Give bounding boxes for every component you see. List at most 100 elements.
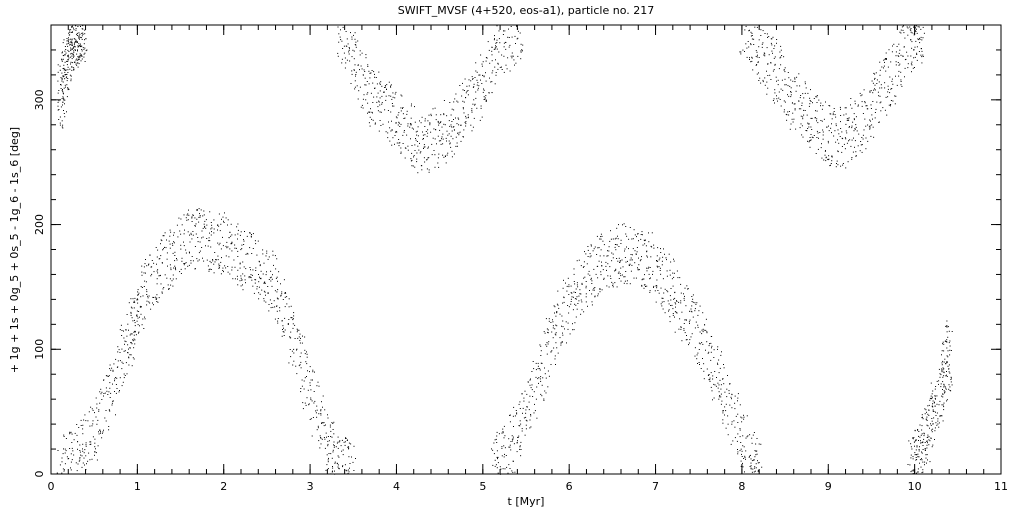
data-point — [576, 308, 578, 310]
data-point — [695, 303, 697, 305]
data-point — [321, 438, 323, 440]
data-point — [703, 329, 705, 331]
data-point — [945, 363, 947, 365]
data-point — [161, 262, 163, 264]
data-point — [64, 452, 66, 454]
data-point — [62, 101, 64, 103]
data-point — [879, 102, 881, 104]
data-point — [325, 469, 327, 471]
data-point — [390, 130, 392, 132]
data-point — [187, 213, 189, 215]
data-point — [931, 418, 933, 419]
data-point — [68, 34, 70, 36]
data-point — [925, 449, 926, 451]
data-point — [147, 297, 149, 299]
data-point — [368, 70, 370, 72]
data-point — [82, 448, 83, 450]
data-point — [443, 114, 445, 116]
data-point — [806, 114, 808, 116]
data-point — [697, 326, 699, 328]
data-point — [562, 320, 564, 322]
data-point — [821, 143, 822, 145]
data-point — [749, 57, 750, 59]
data-point — [443, 156, 445, 158]
data-point — [674, 302, 676, 304]
data-point — [602, 240, 604, 242]
data-point — [882, 107, 884, 109]
data-point — [185, 252, 187, 254]
data-point — [111, 402, 113, 404]
data-point — [941, 370, 943, 372]
data-point — [203, 260, 205, 262]
data-point — [921, 39, 923, 41]
data-point — [156, 294, 158, 296]
data-point — [536, 417, 538, 419]
data-point — [596, 235, 598, 237]
data-point — [449, 142, 451, 144]
data-point — [426, 168, 428, 170]
data-point — [597, 265, 599, 267]
data-point — [322, 422, 324, 424]
data-point — [936, 380, 938, 382]
data-point — [392, 96, 394, 98]
data-point — [210, 269, 212, 270]
data-point — [496, 39, 498, 41]
data-point — [501, 66, 502, 68]
data-point — [756, 450, 758, 452]
data-point — [540, 345, 542, 347]
data-point — [489, 77, 490, 79]
data-point — [684, 319, 686, 321]
data-point — [460, 140, 462, 142]
data-point — [428, 114, 430, 116]
data-point — [326, 454, 328, 456]
data-point — [525, 416, 527, 418]
data-point — [731, 393, 733, 395]
data-point — [379, 97, 381, 99]
data-point — [160, 283, 162, 285]
data-point — [920, 36, 922, 38]
data-point — [932, 409, 934, 411]
data-point — [283, 335, 285, 336]
data-point — [922, 56, 924, 57]
data-point — [575, 288, 577, 290]
data-point — [452, 138, 454, 140]
data-point — [711, 347, 712, 349]
data-point — [555, 364, 556, 365]
data-point — [758, 80, 760, 81]
data-point — [267, 258, 269, 260]
data-point — [848, 119, 850, 121]
data-point — [77, 59, 79, 61]
data-point — [509, 444, 511, 446]
data-point — [656, 265, 658, 267]
data-point — [75, 462, 77, 464]
data-point — [73, 50, 75, 52]
data-point — [467, 90, 469, 91]
data-point — [228, 256, 230, 258]
data-point — [643, 278, 645, 280]
data-point — [65, 52, 67, 54]
data-point — [644, 240, 646, 242]
data-point — [206, 259, 208, 261]
data-point — [336, 442, 338, 444]
data-point — [590, 255, 592, 257]
data-point — [536, 386, 538, 388]
data-point — [517, 436, 519, 438]
data-point — [767, 63, 769, 65]
data-point — [619, 273, 621, 275]
data-point — [794, 108, 796, 110]
data-point — [934, 397, 936, 399]
data-point — [344, 441, 346, 443]
data-point — [69, 38, 71, 40]
data-point — [201, 247, 203, 248]
data-point — [71, 31, 73, 33]
data-point — [612, 286, 614, 288]
data-point — [314, 400, 316, 402]
data-point — [68, 42, 70, 44]
data-point — [293, 312, 295, 314]
data-point — [322, 406, 323, 408]
data-point — [64, 448, 66, 450]
data-point — [624, 248, 626, 250]
data-point — [624, 280, 626, 282]
data-point — [516, 413, 518, 415]
data-point — [700, 368, 702, 369]
